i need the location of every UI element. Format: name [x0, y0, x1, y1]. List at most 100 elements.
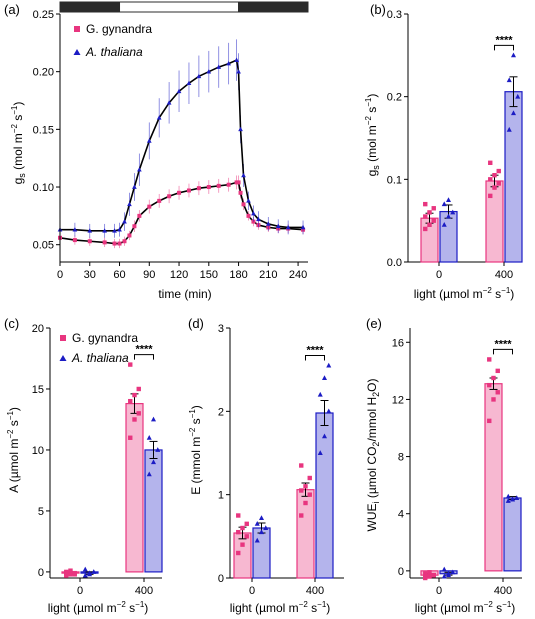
- significance-label: ****: [306, 345, 324, 357]
- data-point: [216, 183, 221, 188]
- data-point: [246, 198, 251, 203]
- data-point: [241, 202, 246, 207]
- bar-plot-e: 0 4 8 12 16 0 400 ****: [392, 328, 522, 597]
- x-axis-label: light (µmol m−2 s−1): [230, 600, 331, 615]
- data-point: [146, 434, 152, 440]
- y-axis-ticks: 0.05 0.10 0.15 0.20 0.25: [33, 9, 60, 252]
- data-point: [299, 463, 304, 468]
- y-tick-label: 0: [38, 567, 44, 579]
- data-point: [68, 572, 73, 577]
- data-point: [445, 570, 452, 576]
- data-point: [136, 386, 141, 392]
- data-point: [258, 529, 265, 535]
- data-point: [156, 115, 162, 120]
- data-point: [487, 418, 492, 424]
- data-point: [64, 573, 69, 578]
- data-point: [441, 566, 447, 572]
- legend-label-thaliana: A. thaliana: [71, 351, 129, 365]
- legend-marker-gynandra: [74, 26, 80, 32]
- significance-label: ****: [494, 338, 512, 350]
- significance-bracket: [134, 354, 154, 360]
- legend-label-gynandra: G. gynandra: [86, 22, 152, 36]
- data-point: [423, 571, 428, 576]
- y-tick-label: 0.0: [387, 257, 402, 269]
- panel-label-c: (c): [4, 316, 19, 331]
- bar: [125, 403, 144, 573]
- data-point: [321, 375, 328, 380]
- data-point: [68, 568, 73, 573]
- y-axis-label: gs (mol m−2 s−1): [10, 102, 27, 185]
- data-point: [136, 411, 141, 416]
- x-tick-label: 400: [135, 585, 153, 597]
- data-point: [488, 160, 493, 165]
- data-point: [177, 190, 182, 195]
- data-point: [299, 488, 304, 493]
- data-point: [206, 185, 211, 190]
- data-point: [423, 201, 428, 207]
- x-tick-label: 90: [143, 269, 155, 281]
- data-point: [176, 88, 182, 94]
- data-point: [265, 221, 271, 226]
- y-tick-label: 15: [32, 384, 44, 396]
- data-point: [72, 227, 78, 232]
- data-point: [86, 571, 93, 577]
- x-tick-label: 150: [200, 269, 218, 281]
- legend-marker-thaliana: [59, 355, 67, 361]
- x-tick-label: 0: [436, 269, 442, 281]
- data-point: [431, 572, 436, 578]
- data-point: [102, 240, 107, 245]
- panel-label-b: (b): [370, 2, 386, 17]
- y-tick-label: 0.05: [33, 240, 54, 252]
- data-point: [64, 570, 69, 576]
- data-point: [132, 224, 137, 229]
- x-tick-label: 0: [57, 269, 63, 281]
- data-point: [285, 224, 291, 230]
- significance-bracket: [493, 348, 513, 355]
- data-point: [236, 180, 241, 185]
- x-tick-label: 210: [259, 269, 277, 281]
- data-point: [431, 206, 436, 211]
- bar: [503, 497, 522, 572]
- data-point: [427, 222, 432, 227]
- data-point: [492, 173, 497, 178]
- legend-marker-gynandra: [60, 335, 66, 341]
- data-point: [128, 435, 133, 440]
- y-tick-label: 0.1: [387, 174, 402, 186]
- data-point: [240, 525, 245, 531]
- data-point: [258, 515, 265, 520]
- data-point: [102, 228, 107, 233]
- data-point: [87, 239, 92, 244]
- chart-panel-a: (a) 0.05 0.10 0.15 0.20 0.25 0 30 60 90 120 150 18…: [4, 1, 309, 301]
- data-point: [441, 222, 447, 227]
- data-point: [186, 80, 192, 86]
- data-point: [238, 126, 243, 132]
- light-bar-segment-dark: [59, 1, 121, 13]
- data-point: [122, 239, 127, 244]
- data-point: [91, 569, 97, 574]
- panel-label-e: (e): [366, 316, 382, 331]
- legend: G. gynandra A. thaliana: [59, 331, 138, 365]
- y-tick-label: 0.15: [33, 124, 54, 136]
- y-tick-label: 0.25: [33, 9, 54, 21]
- data-point: [132, 184, 137, 189]
- x-tick-label: 400: [495, 269, 513, 281]
- data-point: [427, 570, 432, 575]
- data-point: [510, 52, 517, 58]
- data-point: [216, 64, 222, 69]
- significance-label: ****: [135, 344, 153, 356]
- data-point: [82, 566, 88, 572]
- data-point: [496, 168, 501, 174]
- data-point: [450, 569, 456, 575]
- data-point: [505, 498, 511, 503]
- data-point: [186, 188, 191, 193]
- bar-plot-d: 0 1 2 3 0 400 ****: [218, 323, 344, 597]
- y-axis-label: E (mmol m−2 s−1): [188, 405, 203, 495]
- data-point: [117, 227, 122, 232]
- data-point: [307, 475, 312, 481]
- x-tick-label: 0: [436, 585, 442, 597]
- data-point: [150, 459, 157, 465]
- x-tick-label: 0: [77, 585, 83, 597]
- data-point: [254, 537, 260, 543]
- data-point: [423, 574, 428, 579]
- legend-marker-thaliana: [73, 49, 81, 55]
